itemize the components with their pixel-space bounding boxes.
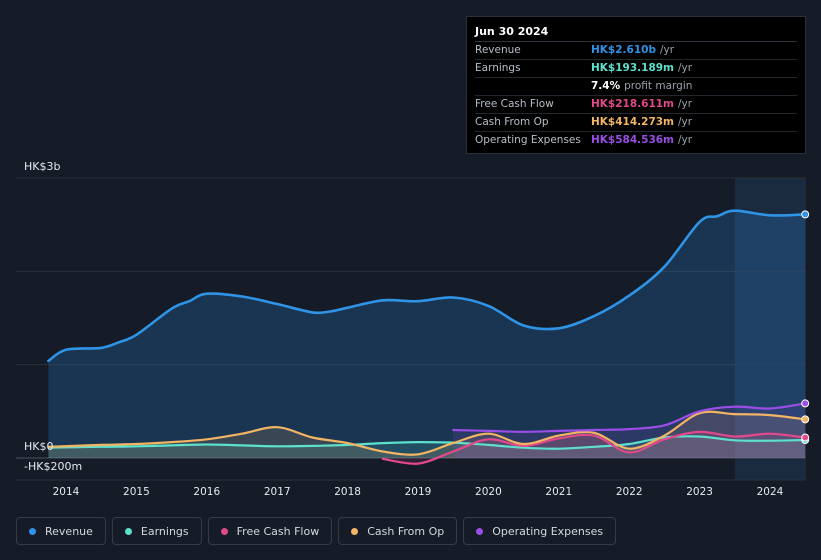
legend-dot-icon [220, 527, 228, 535]
line-revenue [47, 209, 807, 363]
x-tick-label: 2017 [264, 486, 291, 498]
x-tick-label: 2024 [757, 486, 784, 498]
x-tick-label: 2014 [53, 486, 80, 498]
legend-label: Earnings [140, 524, 189, 538]
x-tick-label: 2019 [405, 486, 432, 498]
legend-dot-icon [29, 527, 36, 535]
tooltip-row-cfo: Cash From Op HK$414.273m /yr [475, 114, 797, 132]
tooltip-value: HK$584.536m [591, 134, 674, 146]
tooltip-label: Revenue [475, 44, 521, 56]
tooltip-value: HK$193.189m [591, 62, 674, 74]
tooltip-value: HK$2.610b [591, 44, 656, 56]
area-opex [453, 403, 806, 458]
x-tick-label: 2023 [686, 486, 713, 498]
line-opex [452, 402, 807, 433]
legend-item-free-cash-flow[interactable]: Free Cash Flow [207, 517, 333, 545]
area-earnings [48, 436, 806, 458]
series-lines [47, 209, 807, 465]
line-earnings [47, 435, 807, 450]
legend-dot-icon [124, 527, 132, 535]
tooltip-label: Earnings [475, 62, 521, 74]
legend-label: Cash From Op [367, 524, 445, 538]
legend-item-cash-from-op[interactable]: Cash From Op [338, 517, 458, 545]
x-tick-label: 2020 [475, 486, 502, 498]
x-tick-label: 2016 [193, 486, 220, 498]
tooltip-label: Cash From Op [475, 116, 549, 128]
x-axis-ticks: 2014 2015 2016 2017 2018 2019 2020 2021 2022 2023… [53, 486, 784, 498]
tooltip-unit: profit margin [624, 80, 693, 92]
y-tick-label-top: HK$3b [24, 160, 60, 173]
legend-label: Free Cash Flow [236, 524, 320, 538]
legend-dot-icon [351, 527, 359, 535]
endpoint-opex [801, 399, 810, 408]
tooltip-label: Free Cash Flow [475, 98, 554, 110]
series-endpoints [801, 210, 810, 444]
legend-item-earnings[interactable]: Earnings [111, 517, 202, 545]
x-tick-label: 2022 [616, 486, 643, 498]
y-tick-label-zero: HK$0 [24, 440, 53, 453]
tooltip-row-revenue: Revenue HK$2.610b /yr [475, 42, 797, 60]
line-cfo [47, 410, 807, 456]
tooltip-date: Jun 30 2024 [475, 23, 797, 42]
x-tick-label: 2015 [123, 486, 150, 498]
tooltip-value: HK$218.611m [591, 98, 674, 110]
tooltip-value: 7.4% [591, 80, 621, 92]
tooltip-label: Operating Expenses [475, 134, 581, 146]
tooltip-row-margin: 7.4% profit margin [475, 78, 797, 96]
tooltip-row-fcf: Free Cash Flow HK$218.611m /yr [475, 96, 797, 114]
x-tick-label: 2018 [334, 486, 361, 498]
legend-label: Operating Expenses [492, 524, 604, 538]
y-tick-label-bottom: -HK$200m [24, 460, 82, 473]
tooltip-label [475, 78, 591, 95]
legend-item-operating-expenses[interactable]: Operating Expenses [463, 517, 617, 545]
legend-item-revenue[interactable]: Revenue [16, 517, 106, 545]
gridlines [16, 177, 806, 481]
line-fcf [381, 430, 807, 465]
legend: Revenue Earnings Free Cash Flow Cash Fro… [16, 517, 617, 545]
legend-label: Revenue [45, 524, 93, 538]
tooltip-unit: /yr [678, 134, 693, 146]
endpoint-revenue [801, 210, 810, 219]
tooltip-row-earnings: Earnings HK$193.189m /yr [475, 60, 797, 78]
tooltip-panel: Jun 30 2024 Revenue HK$2.610b /yr Earnin… [466, 16, 806, 154]
endpoint-cfo [801, 415, 810, 424]
endpoint-fcf [801, 433, 810, 442]
forecast-shade [734, 178, 806, 480]
legend-dot-icon [476, 527, 484, 535]
tooltip-unit: /yr [659, 44, 675, 56]
series-areas [48, 210, 806, 464]
area-revenue [48, 210, 806, 458]
tooltip-unit: /yr [678, 98, 693, 110]
tooltip-unit: /yr [678, 116, 693, 128]
x-tick-label: 2021 [545, 486, 572, 498]
tooltip-row-opex: Operating Expenses HK$584.536m /yr [475, 132, 797, 149]
tooltip-unit: /yr [678, 62, 693, 74]
tooltip-value: HK$414.273m [591, 116, 674, 128]
